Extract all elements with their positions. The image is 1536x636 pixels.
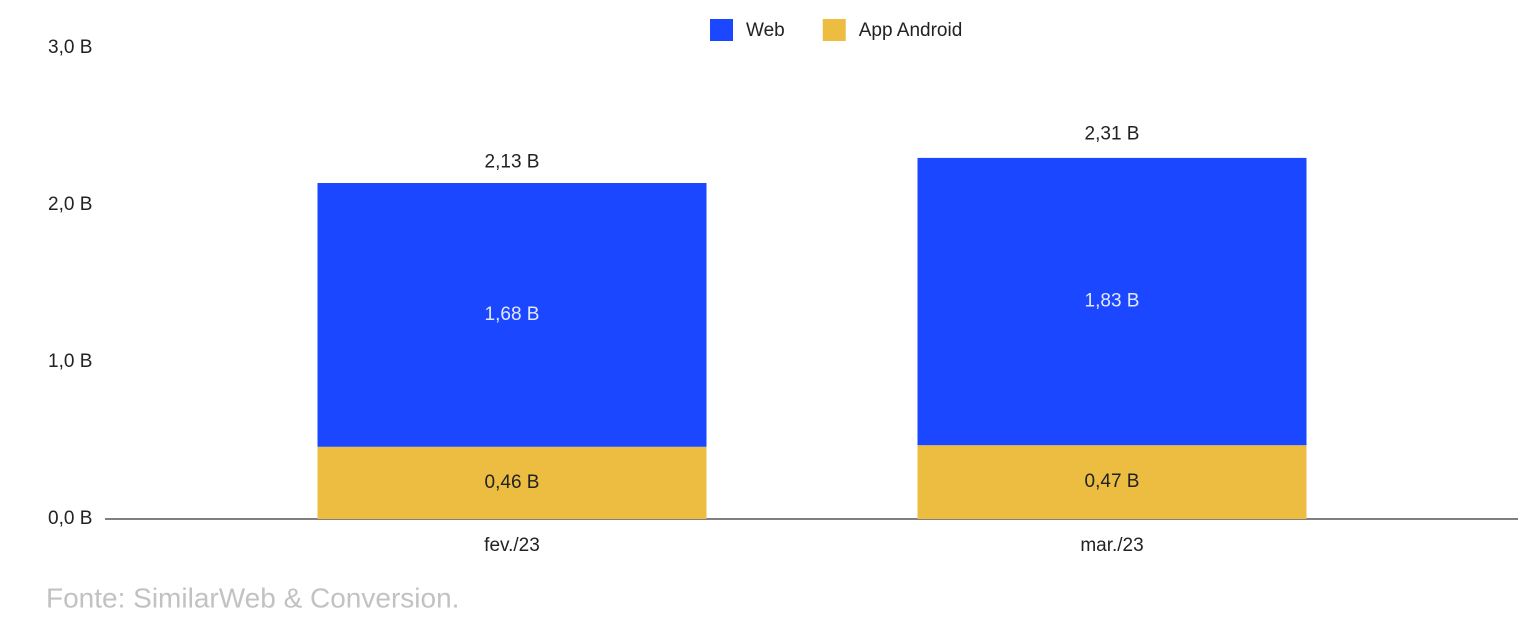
source-note: Fonte: SimilarWeb & Conversion. xyxy=(46,582,459,613)
legend-swatch xyxy=(822,19,846,41)
bar-segment xyxy=(917,157,1307,446)
bar-segment xyxy=(317,446,707,519)
value-label: 1,83 B xyxy=(1085,291,1140,312)
legend-swatch xyxy=(710,19,733,41)
bar-segment xyxy=(317,183,707,447)
legend-label: App Android xyxy=(859,20,963,41)
x-tick-label: fev./23 xyxy=(484,535,540,556)
legend-label: Web xyxy=(746,20,785,41)
value-label: 0,46 B xyxy=(485,472,540,493)
total-label: 2,31 B xyxy=(1085,123,1140,144)
x-tick-label: mar./23 xyxy=(1080,535,1143,556)
y-tick-label: 0,0 B xyxy=(48,508,92,529)
bar-segment xyxy=(917,445,1307,519)
value-label: 1,68 B xyxy=(485,304,540,325)
y-tick-label: 2,0 B xyxy=(48,194,92,215)
y-tick-label: 3,0 B xyxy=(48,37,92,58)
y-tick-label: 1,0 B xyxy=(48,351,92,372)
total-label: 2,13 B xyxy=(485,152,540,173)
value-label: 0,47 B xyxy=(1085,471,1140,492)
